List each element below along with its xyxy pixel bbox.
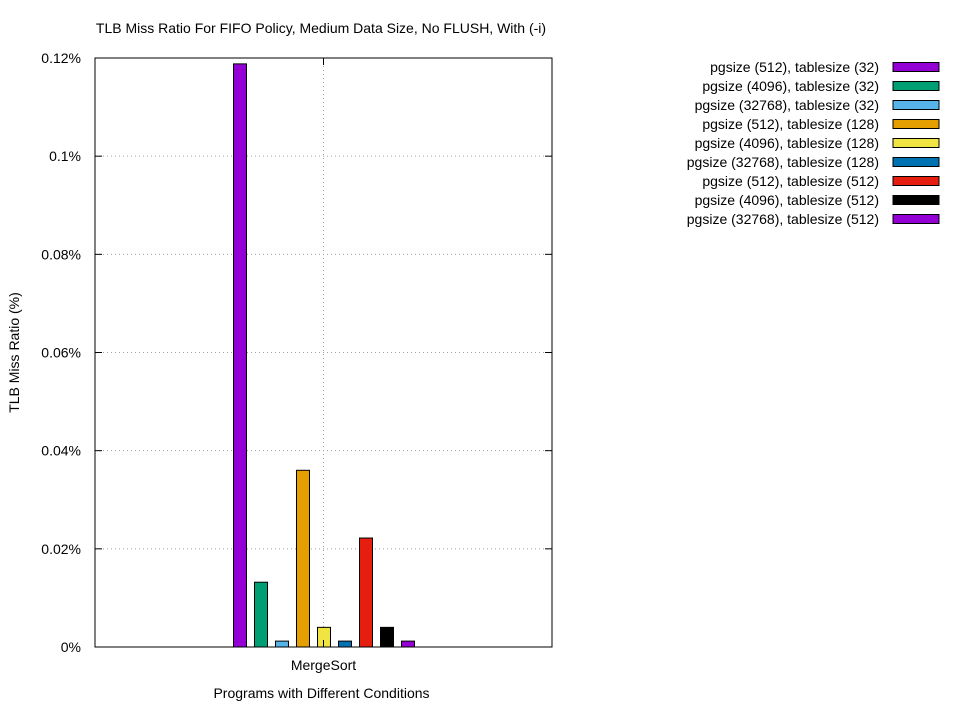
legend-swatch bbox=[892, 157, 940, 167]
y-tick-label: 0.1% bbox=[49, 148, 81, 164]
y-tick-label: 0.02% bbox=[41, 541, 81, 557]
y-tick-label: 0% bbox=[61, 639, 81, 655]
legend-swatch bbox=[892, 62, 940, 72]
legend-label: pgsize (4096), tablesize (32) bbox=[702, 78, 879, 94]
legend-label: pgsize (512), tablesize (512) bbox=[702, 173, 879, 189]
legend-label: pgsize (32768), tablesize (32) bbox=[695, 97, 879, 113]
y-axis-label: TLB Miss Ratio (%) bbox=[6, 292, 22, 413]
legend-label: pgsize (4096), tablesize (512) bbox=[695, 192, 879, 208]
x-tick-label: MergeSort bbox=[291, 657, 356, 673]
x-axis-label: Programs with Different Conditions bbox=[213, 685, 429, 701]
legend-swatch bbox=[892, 195, 940, 205]
legend-swatch bbox=[892, 214, 940, 224]
legend-swatch bbox=[892, 119, 940, 129]
bar-series-3 bbox=[275, 640, 289, 648]
axis-ticks bbox=[95, 57, 552, 648]
y-tick-label: 0.04% bbox=[41, 443, 81, 459]
y-tick-labels: 0% 0.02% 0.04% 0.06% 0.08% 0.1% 0.12% bbox=[41, 50, 81, 655]
y-tick-label: 0.08% bbox=[41, 246, 81, 262]
legend-label: pgsize (512), tablesize (128) bbox=[702, 116, 879, 132]
legend-label: pgsize (32768), tablesize (128) bbox=[687, 154, 879, 170]
legend-label: pgsize (4096), tablesize (128) bbox=[695, 135, 879, 151]
x-tick-labels: MergeSort bbox=[291, 657, 356, 673]
legend-label: pgsize (32768), tablesize (512) bbox=[687, 211, 879, 227]
bar-series-8 bbox=[380, 626, 394, 648]
bar-series-4 bbox=[296, 469, 310, 648]
legend-swatch bbox=[892, 81, 940, 91]
bar-series-7 bbox=[359, 537, 373, 648]
y-tick-label: 0.12% bbox=[41, 50, 81, 66]
legend-swatch bbox=[892, 138, 940, 148]
bars bbox=[233, 63, 415, 648]
y-tick-label: 0.06% bbox=[41, 345, 81, 361]
bar-series-1 bbox=[233, 63, 247, 648]
legend-swatch bbox=[892, 100, 940, 110]
legend: pgsize (512), tablesize (32) pgsize (4096… bbox=[687, 59, 940, 227]
chart-title: TLB Miss Ratio For FIFO Policy, Medium D… bbox=[96, 20, 546, 36]
bar-series-6 bbox=[338, 640, 352, 648]
grid-lines bbox=[95, 58, 552, 647]
legend-swatch bbox=[892, 176, 940, 186]
bar-series-2 bbox=[254, 581, 268, 648]
bar-series-9 bbox=[401, 640, 415, 648]
legend-label: pgsize (512), tablesize (32) bbox=[710, 59, 879, 75]
